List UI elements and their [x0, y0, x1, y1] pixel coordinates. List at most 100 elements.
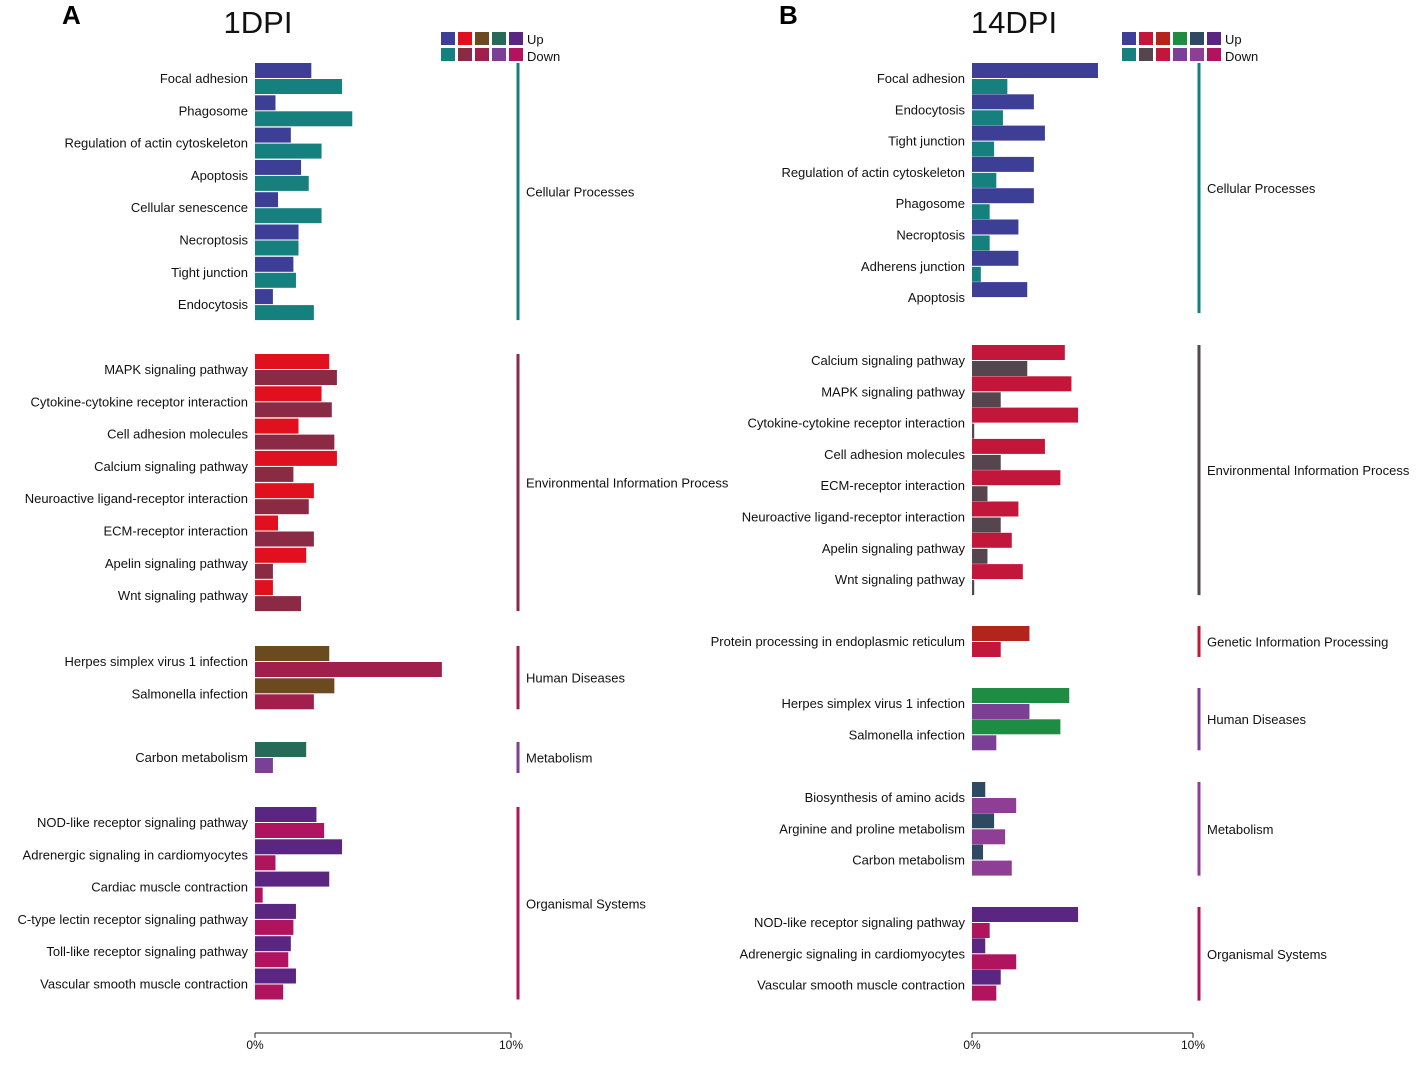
panel-a-legend-up-swatch	[458, 32, 472, 45]
panel-a-bar-down	[255, 434, 335, 450]
panel-a-bar-down	[255, 111, 353, 127]
panel-b-legend-up-swatch	[1190, 32, 1204, 45]
panel-b-term-label: Apelin signaling pathway	[822, 541, 966, 556]
panel-a-legend-down-swatch	[509, 48, 523, 61]
panel-a-bar-up	[255, 95, 276, 111]
panel-a-term-label: Necroptosis	[179, 233, 248, 248]
panel-b-legend-down-swatch	[1207, 48, 1221, 61]
panel-a-bar-down	[255, 208, 322, 224]
panel-a-legend-down-swatch	[475, 48, 489, 61]
panel-b-bar-down	[972, 204, 990, 220]
panel-a-bar-up	[255, 418, 299, 434]
panel-a-bar-down	[255, 919, 294, 935]
panel-b-bar-up	[972, 438, 1045, 454]
panel-b-legend-up-swatch	[1173, 32, 1187, 45]
panel-a-bar-up	[255, 192, 279, 208]
panel-b-term-label: Cell adhesion molecules	[824, 447, 965, 462]
panel-a-bar-down	[255, 402, 332, 418]
panel-b-term-label: Calcium signaling pathway	[811, 353, 965, 368]
panel-a-category-label: Human Diseases	[526, 671, 625, 686]
panel-a-bar-up	[255, 354, 330, 369]
panel-b-bar-up	[972, 532, 1012, 548]
panel-a-term-label: ECM-receptor interaction	[104, 524, 249, 539]
panel-b-bar-up	[972, 345, 1065, 360]
panel-a-bar-up	[255, 450, 337, 466]
panel-a-bar-down	[255, 143, 322, 159]
panel-a-bar-down	[255, 79, 343, 94]
panel-b-bar-up	[972, 63, 1098, 78]
panel-b-bar-down	[972, 79, 1008, 94]
panel-b-legend-up-swatch	[1139, 32, 1153, 45]
panel-a-category-label: Cellular Processes	[526, 185, 635, 200]
panel-b-term-label: Protein processing in endoplasmic reticu…	[711, 634, 965, 649]
panel-a-bar-up	[255, 289, 273, 305]
panel-a-term-label: Toll-like receptor signaling pathway	[46, 944, 248, 959]
panel-b-bar-down	[972, 172, 997, 188]
panel-b-bar-up	[972, 844, 984, 860]
panel-a-bar-up	[255, 646, 330, 661]
panel-a-bar-down	[255, 887, 263, 903]
panel-b-category-label: Cellular Processes	[1207, 181, 1316, 196]
panel-b-category-label: Environmental Information Process	[1207, 463, 1410, 478]
panel-b-term-label: MAPK signaling pathway	[821, 384, 965, 399]
panel-a-title: 1DPI	[224, 5, 293, 40]
panel-a-bar-up	[255, 256, 294, 272]
panel-a-term-label: Regulation of actin cytoskeleton	[64, 136, 248, 151]
panel-a-category-label: Environmental Information Process	[526, 476, 729, 491]
panel-b-term-label: Necroptosis	[896, 228, 965, 243]
panel-a-bar-down	[255, 984, 284, 1000]
panel-b-bar-up	[972, 813, 995, 829]
panel-a-bar-up	[255, 678, 335, 694]
panel-a-term-label: C-type lectin receptor signaling pathway	[17, 912, 248, 927]
panel-b-term-label: Adrenergic signaling in cardiomyocytes	[740, 946, 966, 961]
panel-b-bar-up	[972, 156, 1034, 172]
panel-b-term-label: ECM-receptor interaction	[821, 478, 966, 493]
panel-b-bar-down	[972, 266, 981, 282]
panel-a-bar-down	[255, 596, 302, 612]
panel-a-term-label: Vascular smooth muscle contraction	[40, 977, 248, 992]
panel-b-bar-down	[972, 392, 1001, 408]
panel-a-term-label: Apoptosis	[191, 168, 249, 183]
panel-b-term-label: Salmonella infection	[849, 727, 965, 742]
panel-a-bar-up	[255, 515, 279, 531]
panel-a-bar-up	[255, 839, 343, 855]
panel-b-bar-up	[972, 407, 1079, 423]
panel-a-term-label: Herpes simplex virus 1 infection	[64, 654, 248, 669]
panel-b-term-label: Neuroactive ligand-receptor interaction	[742, 510, 965, 525]
panel-b-title: 14DPI	[971, 5, 1057, 40]
panel-b-bar-up	[972, 94, 1034, 110]
panel-b-bar-down	[972, 141, 995, 157]
panel-b-bar-down	[972, 423, 975, 439]
panel-b-bar-down	[972, 860, 1012, 876]
panel-a-bar-down	[255, 694, 314, 710]
panel-a-legend-down-label: Down	[527, 49, 560, 64]
panel-b-term-label: Apoptosis	[908, 290, 966, 305]
panel-b-bar-down	[972, 923, 990, 938]
panel-a-term-label: MAPK signaling pathway	[104, 362, 248, 377]
panel-b-bar-up	[972, 688, 1070, 703]
panel-b-term-label: Wnt signaling pathway	[835, 572, 966, 587]
panel-a-bar-up	[255, 742, 307, 757]
panel-a-term-label: Salmonella infection	[132, 686, 248, 701]
panel-a-bar-down	[255, 855, 276, 871]
panel-a-term-label: Endocytosis	[178, 297, 249, 312]
panel-a-bar-down	[255, 370, 337, 385]
panel-b-bar-down	[972, 235, 990, 251]
panel-a-bar-up	[255, 159, 302, 175]
panel-b-term-label: Cytokine-cytokine receptor interaction	[748, 416, 966, 431]
panel-a-letter: A	[62, 0, 81, 30]
panel-a-x-tick-label: 0%	[246, 1038, 264, 1052]
panel-b-bar-down	[972, 642, 1001, 657]
panel-a-bar-down	[255, 305, 314, 321]
panel-a-bar-down	[255, 662, 442, 677]
panel-b-x-tick-label: 10%	[1181, 1038, 1205, 1052]
panel-b-bar-up	[972, 782, 986, 797]
panel-b-bar-down	[972, 454, 1001, 470]
panel-b-term-label: Arginine and proline metabolism	[779, 821, 965, 836]
panel-a-bar-down	[255, 823, 325, 838]
panel-b-bar-up	[972, 564, 1023, 580]
panel-a-term-label: Phagosome	[179, 103, 248, 118]
panel-a-legend-up-swatch	[475, 32, 489, 45]
panel-a-legend-down-swatch	[492, 48, 506, 61]
panel-b-legend-down-swatch	[1139, 48, 1153, 61]
